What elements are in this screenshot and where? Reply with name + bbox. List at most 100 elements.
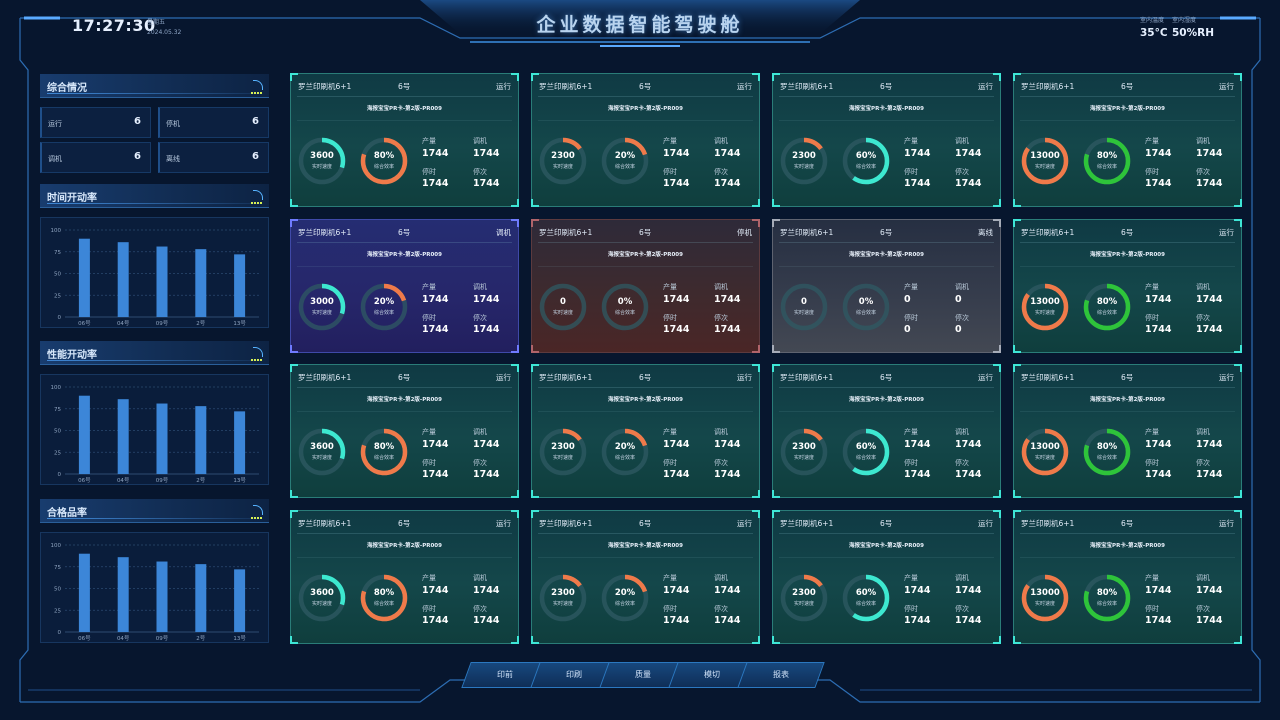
gauge-label: 综合效率 — [373, 601, 394, 607]
x-tick-label: 09号 — [156, 320, 169, 327]
quality-rate-chart: 0 25 50 75 100 06号 04号 09号 2号 13号 — [40, 532, 269, 643]
stop-count-label: 停次 — [955, 459, 969, 467]
stat-value: 6 — [134, 151, 141, 162]
gauge-arc — [1083, 137, 1131, 185]
y-tick-label: 75 — [54, 407, 61, 413]
panel-corner-icon — [253, 347, 263, 357]
gauge-arc — [298, 283, 346, 331]
machine-name: 罗兰印刷机6+1 — [539, 228, 593, 237]
output-label: 产量 — [663, 137, 677, 145]
output-value: 1744 — [422, 294, 449, 305]
output-value: 1744 — [1145, 148, 1172, 159]
chart-title: 合格品率 — [47, 508, 87, 519]
chart-title: 性能开动率 — [47, 350, 97, 361]
speed-gauge: 13000 实时速度 — [1019, 135, 1071, 187]
machine-card[interactable]: 罗兰印刷机6+1 6号 运行 海报宝宝PR卡-第2版-PR009 2300 实时… — [531, 73, 760, 207]
machine-card[interactable]: 罗兰印刷机6+1 6号 运行 海报宝宝PR卡-第2版-PR009 2300 实时… — [531, 364, 760, 498]
stop-count-value: 1744 — [1196, 469, 1223, 480]
output-value: 1744 — [904, 439, 931, 450]
performance-utilization-panel-title: 性能开动率 — [40, 341, 269, 365]
x-tick-label: 06号 — [78, 477, 91, 484]
machine-card[interactable]: 罗兰印刷机6+1 6号 运行 海报宝宝PR卡-第2版-PR009 2300 实时… — [772, 510, 1001, 644]
bar — [156, 246, 168, 317]
stop-count-value: 1744 — [1196, 324, 1223, 335]
gauge-arc — [842, 574, 890, 622]
nav-quality-button[interactable]: 质量 — [599, 662, 687, 688]
nav-diecut-button[interactable]: 模切 — [668, 662, 756, 688]
time-utilization-panel-title: 时间开动率 — [40, 184, 269, 208]
product-name: 海报宝宝PR卡-第2版-PR009 — [367, 397, 442, 403]
product-name: 海报宝宝PR卡-第2版-PR009 — [608, 252, 683, 258]
stop-time-label: 停时 — [663, 168, 677, 176]
stop-count-label: 停次 — [473, 314, 487, 322]
machine-name: 罗兰印刷机6+1 — [780, 82, 834, 91]
machine-card[interactable]: 罗兰印刷机6+1 6号 运行 海报宝宝PR卡-第2版-PR009 13000 实… — [1013, 73, 1242, 207]
stop-time-value: 1744 — [904, 469, 931, 480]
x-tick-label: 04号 — [117, 320, 130, 327]
machine-card[interactable]: 罗兰印刷机6+1 6号 运行 海报宝宝PR卡-第2版-PR009 3600 实时… — [290, 510, 519, 644]
nav-report-button[interactable]: 报表 — [737, 662, 825, 688]
stop-count-label: 停次 — [1196, 314, 1210, 322]
machine-status: 运行 — [737, 373, 752, 382]
machine-card[interactable]: 罗兰印刷机6+1 6号 运行 海报宝宝PR卡-第2版-PR009 13000 实… — [1013, 510, 1242, 644]
gauge-label: 综合效率 — [855, 455, 876, 461]
bar — [195, 406, 207, 474]
speed-gauge: 2300 实时速度 — [778, 572, 830, 624]
stop-count-value: 1744 — [955, 178, 982, 189]
machine-card[interactable]: 罗兰印刷机6+1 6号 运行 海报宝宝PR卡-第2版-PR009 3600 实时… — [290, 364, 519, 498]
stat-running: 运行 6 — [40, 107, 151, 138]
nav-printing-button[interactable]: 印刷 — [530, 662, 618, 688]
debug-value: 1744 — [473, 294, 500, 305]
gauge-label: 综合效率 — [1096, 601, 1117, 607]
output-label: 产量 — [1145, 137, 1159, 145]
nav-prepress-button[interactable]: 印前 — [461, 662, 549, 688]
stop-count-label: 停次 — [714, 168, 728, 176]
output-value: 0 — [904, 294, 911, 305]
machine-card[interactable]: 罗兰印刷机6+1 6号 运行 海报宝宝PR卡-第2版-PR009 2300 实时… — [772, 364, 1001, 498]
product-name: 海报宝宝PR卡-第2版-PR009 — [608, 106, 683, 112]
output-value: 1744 — [663, 294, 690, 305]
gauge-label: 实时速度 — [793, 164, 814, 170]
machine-card[interactable]: 罗兰印刷机6+1 6号 停机 海报宝宝PR卡-第2版-PR009 0 实时速度 — [531, 219, 760, 353]
machine-number: 6号 — [639, 82, 652, 91]
machine-name: 罗兰印刷机6+1 — [298, 519, 352, 528]
gauge-arc — [1083, 574, 1131, 622]
gauge-value: 13000 — [1030, 588, 1060, 598]
machine-card[interactable]: 罗兰印刷机6+1 6号 调机 海报宝宝PR卡-第2版-PR009 3000 实时… — [290, 219, 519, 353]
gauge-value: 20% — [614, 151, 636, 161]
machine-card[interactable]: 罗兰印刷机6+1 6号 运行 海报宝宝PR卡-第2版-PR009 13000 实… — [1013, 364, 1242, 498]
nav-label: 印前 — [497, 670, 513, 679]
machine-card[interactable]: 罗兰印刷机6+1 6号 运行 海报宝宝PR卡-第2版-PR009 2300 实时… — [531, 510, 760, 644]
machine-card[interactable]: 罗兰印刷机6+1 6号 运行 海报宝宝PR卡-第2版-PR009 2300 实时… — [772, 73, 1001, 207]
stop-count-label: 停次 — [955, 314, 969, 322]
machine-card[interactable]: 罗兰印刷机6+1 6号 离线 海报宝宝PR卡-第2版-PR009 0 实时速度 — [772, 219, 1001, 353]
bar — [117, 557, 129, 632]
stat-label: 离线 — [166, 155, 180, 163]
efficiency-gauge: 20% 综合效率 — [599, 572, 651, 624]
stop-time-value: 1744 — [1145, 615, 1172, 626]
gauge-label: 综合效率 — [1096, 455, 1117, 461]
date: 2024.05.32 — [147, 29, 182, 36]
debug-label: 调机 — [473, 283, 487, 291]
bar — [117, 399, 129, 474]
output-label: 产量 — [1145, 574, 1159, 582]
stop-time-label: 停时 — [422, 314, 436, 322]
debug-label: 调机 — [714, 428, 728, 436]
bar — [156, 561, 168, 632]
stop-time-value: 1744 — [1145, 178, 1172, 189]
y-tick-label: 25 — [54, 608, 61, 614]
stat-stopped: 停机 6 — [158, 107, 269, 138]
stop-count-label: 停次 — [473, 168, 487, 176]
debug-value: 1744 — [714, 585, 741, 596]
output-label: 产量 — [663, 283, 677, 291]
machine-card[interactable]: 罗兰印刷机6+1 6号 运行 海报宝宝PR卡-第2版-PR009 3600 实时… — [290, 73, 519, 207]
stop-time-label: 停时 — [422, 168, 436, 176]
machine-card[interactable]: 罗兰印刷机6+1 6号 运行 海报宝宝PR卡-第2版-PR009 13000 实… — [1013, 219, 1242, 353]
stop-count-label: 停次 — [714, 605, 728, 613]
gauge-label: 实时速度 — [311, 601, 332, 607]
x-tick-label: 2号 — [196, 320, 205, 327]
machine-number: 6号 — [398, 82, 411, 91]
stat-value: 6 — [252, 116, 259, 127]
machine-number: 6号 — [398, 228, 411, 237]
debug-value: 1744 — [473, 439, 500, 450]
